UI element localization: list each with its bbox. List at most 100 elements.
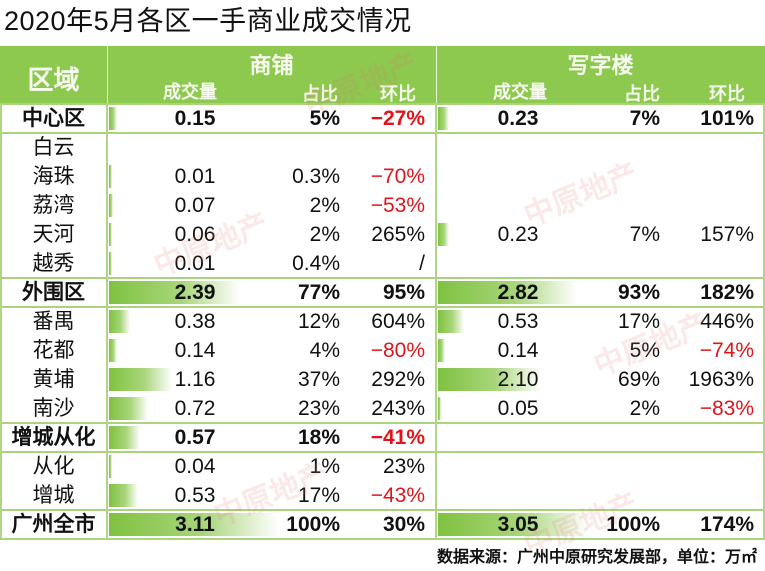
table-row: 黄埔 1.16 37% 292% 2.10 69% 1963% xyxy=(0,365,765,394)
row-divider xyxy=(0,103,765,105)
table-row: 南沙 0.72 23% 243% 0.05 2% −83% xyxy=(0,394,765,423)
header-divider xyxy=(107,46,108,104)
shop-mom: 604% xyxy=(371,310,425,333)
office-share: 7% xyxy=(629,107,660,130)
region-name: 中心区 xyxy=(22,107,85,130)
shop-volume-bar xyxy=(109,484,138,507)
region-name: 天河 xyxy=(32,223,75,246)
shop-volume: 0.57 xyxy=(174,426,216,449)
office-volume: 2.10 xyxy=(497,368,539,391)
office-mom xyxy=(660,423,754,452)
office-volume xyxy=(458,481,578,510)
office-mom: 174% xyxy=(700,513,754,536)
region-name: 广州全市 xyxy=(11,513,96,536)
column-divider xyxy=(0,104,2,539)
office-share: 93% xyxy=(617,281,660,304)
shop-share: 100% xyxy=(286,513,340,536)
table-row: 海珠 0.01 0.3% −70% xyxy=(0,162,765,191)
office-volume: 0.23 xyxy=(497,107,539,130)
shop-volume: 0.14 xyxy=(174,339,216,362)
shop-volume: 3.11 xyxy=(175,513,215,536)
shop-mom: 95% xyxy=(382,281,425,304)
shop-share: 23% xyxy=(297,397,340,420)
office-volume: 0.05 xyxy=(497,397,539,420)
office-share xyxy=(580,423,660,452)
row-divider xyxy=(0,277,765,279)
region-name: 番禺 xyxy=(32,310,75,333)
row-divider xyxy=(0,509,765,511)
office-volume-bar xyxy=(438,397,441,420)
shop-mom: 243% xyxy=(371,397,425,420)
shop-mom: −41% xyxy=(370,426,425,449)
office-share: 5% xyxy=(629,339,660,362)
shop-share: 12% xyxy=(297,310,340,333)
shop-share: 5% xyxy=(309,107,340,130)
shop-share: 2% xyxy=(309,194,340,217)
office-mom xyxy=(660,249,754,278)
header-shop-mom: 环比 xyxy=(380,84,416,104)
shop-volume: 2.39 xyxy=(174,281,216,304)
header-divider xyxy=(436,46,437,104)
shop-mom: −53% xyxy=(370,194,425,217)
shop-share: 17% xyxy=(297,484,340,507)
column-divider xyxy=(763,104,765,539)
table-row: 中心区 0.15 5% −27% 0.23 7% 101% xyxy=(0,104,765,133)
office-volume-bar xyxy=(438,107,450,130)
shop-share: 0.4% xyxy=(292,252,340,275)
data-source-note: 数据来源：广州中原研究发展部，单位：万㎡ xyxy=(436,549,757,566)
office-share: 17% xyxy=(617,310,660,333)
shop-mom: −70% xyxy=(370,165,425,188)
office-share: 100% xyxy=(606,513,660,536)
table-row: 外围区 2.39 77% 95% 2.82 93% 182% xyxy=(0,278,765,307)
shop-volume-bar xyxy=(109,368,173,391)
region-name: 黄埔 xyxy=(32,368,75,391)
region-name: 增城 xyxy=(32,484,75,507)
header-region: 区域 xyxy=(27,65,80,95)
table-row: 花都 0.14 4% −80% 0.14 5% −74% xyxy=(0,336,765,365)
shop-volume-bar xyxy=(109,165,112,188)
office-share xyxy=(580,481,660,510)
row-divider xyxy=(0,306,765,308)
shop-mom: −43% xyxy=(370,484,425,507)
header-shop-pct: 占比 xyxy=(302,84,338,104)
shop-volume-bar xyxy=(109,107,118,130)
region-name: 越秀 xyxy=(32,252,75,275)
office-mom: 101% xyxy=(700,107,754,130)
office-volume xyxy=(458,162,578,191)
shop-volume-bar xyxy=(109,455,112,478)
shop-share: 0.3% xyxy=(292,165,340,188)
region-name: 外围区 xyxy=(22,281,85,304)
office-share: 2% xyxy=(629,397,660,420)
office-volume: 0.14 xyxy=(497,339,539,362)
shop-share: 37% xyxy=(297,368,340,391)
shop-share: 1% xyxy=(309,455,340,478)
office-volume xyxy=(458,191,578,220)
column-divider xyxy=(106,104,108,539)
office-mom: 446% xyxy=(700,310,754,333)
shop-volume: 0.15 xyxy=(174,107,216,130)
office-volume: 2.82 xyxy=(497,281,539,304)
shop-mom: 292% xyxy=(371,368,425,391)
header-shop-vol: 成交量 xyxy=(163,82,217,102)
region-name: 白云 xyxy=(32,136,75,159)
header-shop: 商铺 xyxy=(249,53,294,78)
region-name: 南沙 xyxy=(32,397,75,420)
row-divider xyxy=(0,451,765,453)
shop-volume: 0.01 xyxy=(174,165,216,188)
office-mom: 182% xyxy=(700,281,754,304)
shop-share: 77% xyxy=(297,281,340,304)
region-name: 花都 xyxy=(32,339,75,362)
region-name: 增城从化 xyxy=(11,426,96,449)
table-row: 从化 0.04 1% 23% xyxy=(0,452,765,481)
office-share: 69% xyxy=(617,368,660,391)
shop-volume: 0.38 xyxy=(174,310,216,333)
table-header: 区域 商铺 成交量 占比 环比 写字楼 成交量 占比 环比 xyxy=(0,46,765,104)
office-share xyxy=(580,452,660,481)
shop-volume: 1.16 xyxy=(174,368,216,391)
shop-volume: 0.53 xyxy=(174,484,216,507)
region-name: 从化 xyxy=(32,455,75,478)
shop-share: 2% xyxy=(309,223,340,246)
table-row: 越秀 0.01 0.4% / xyxy=(0,249,765,278)
shop-mom: / xyxy=(419,252,425,275)
office-volume-bar xyxy=(438,223,450,246)
